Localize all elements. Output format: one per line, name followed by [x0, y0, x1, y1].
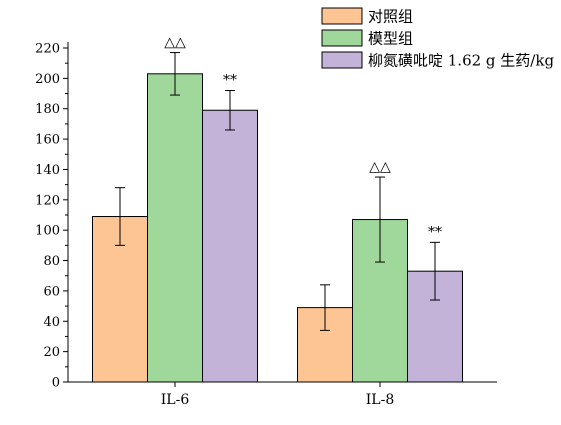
significance-marker: ** — [428, 224, 442, 240]
legend-swatch — [321, 29, 363, 47]
y-tick-label: 200 — [35, 72, 60, 87]
x-tick-label: IL-8 — [366, 392, 394, 408]
bar — [202, 109, 258, 383]
y-axis: 0 20 40 60 80 100 120 140 160 180 200 220 — [35, 42, 69, 391]
legend-swatch — [321, 51, 363, 69]
bar — [147, 73, 203, 383]
y-tick-label: 100 — [35, 224, 60, 239]
y-tick-label: 60 — [43, 284, 60, 299]
y-tick-label: 40 — [43, 315, 60, 330]
y-tick-label: 80 — [43, 254, 60, 269]
y-tick-label: 20 — [43, 345, 60, 360]
y-tick-label: 120 — [35, 193, 60, 208]
y-tick-label: 220 — [35, 42, 60, 57]
x-tick-label: IL-6 — [161, 392, 190, 408]
legend-swatch — [321, 7, 363, 25]
legend-label: 模型组 — [368, 30, 413, 48]
y-tick-label: 0 — [52, 376, 60, 391]
significance-marker: △△ — [164, 35, 186, 51]
significance-marker: △△ — [369, 159, 391, 175]
plot-area: △△ ** △△ ** — [92, 35, 463, 383]
legend-label: 对照组 — [368, 8, 413, 26]
significance-marker: ** — [223, 73, 237, 89]
y-tick-label: 180 — [35, 102, 60, 117]
y-tick-label: 160 — [35, 133, 60, 148]
y-tick-label: 140 — [35, 163, 60, 178]
x-axis: IL-6 IL-8 — [68, 381, 497, 408]
legend-label: 柳氮磺吡啶 1.62 g 生药/kg — [368, 52, 554, 70]
